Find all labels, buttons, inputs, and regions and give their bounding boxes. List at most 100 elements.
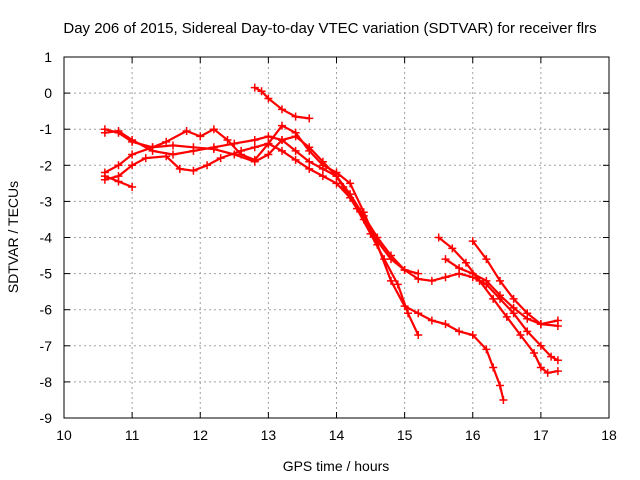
data-point-marker (553, 321, 562, 330)
y-tick-label: -2 (40, 157, 53, 173)
data-point-marker (203, 161, 212, 170)
data-point-marker (278, 136, 286, 145)
data-point-marker (223, 136, 232, 145)
data-point-marker (264, 94, 273, 103)
data-point-marker (148, 143, 157, 152)
data-point-marker (387, 255, 395, 264)
series-line (103, 142, 420, 275)
data-point-marker (536, 363, 545, 372)
grid (64, 57, 609, 418)
data-point-marker (400, 265, 409, 274)
data-point-marker (278, 105, 286, 114)
x-tick-label: 13 (261, 427, 277, 443)
data-point-marker (509, 303, 518, 312)
data-point-marker (461, 258, 470, 267)
data-point-marker (441, 255, 450, 264)
data-point-marker (332, 179, 341, 188)
data-point-marker (128, 137, 137, 146)
series-track-7 (434, 233, 562, 377)
x-tick-label: 15 (397, 427, 413, 443)
series-track-9 (441, 255, 562, 330)
data-point-marker (305, 146, 314, 155)
data-point-marker (305, 164, 314, 173)
x-tick-label: 14 (329, 427, 345, 443)
data-point-marker (250, 136, 259, 145)
data-point-marker (128, 182, 137, 191)
data-point-marker (318, 161, 327, 170)
series-line (253, 86, 311, 120)
y-tick-label: -4 (40, 230, 53, 246)
data-point-marker (359, 215, 368, 224)
data-point-marker (332, 168, 341, 177)
data-point-marker (455, 327, 464, 336)
x-tick-label: 11 (125, 427, 140, 443)
data-point-marker (216, 154, 225, 163)
y-tick-label: -1 (40, 121, 53, 137)
series-track-6 (250, 83, 314, 123)
data-point-marker (496, 381, 504, 390)
y-tick-label: 0 (44, 85, 52, 101)
data-point-marker (468, 330, 477, 339)
data-point-marker (543, 368, 552, 377)
data-point-marker (468, 269, 477, 278)
y-tick-label: -7 (40, 338, 53, 354)
data-point-marker (250, 143, 259, 152)
data-point-marker (209, 143, 218, 152)
data-point-marker (530, 349, 539, 358)
data-point-marker (499, 395, 508, 404)
data-point-marker (128, 161, 137, 170)
data-point-marker (414, 309, 423, 318)
series-track-5 (100, 172, 137, 191)
data-point-marker (482, 345, 491, 354)
data-point-marker (305, 157, 314, 166)
y-tick-label: -6 (40, 302, 53, 318)
data-point-marker (169, 150, 177, 159)
data-point-marker (257, 87, 266, 96)
data-point-marker (496, 291, 504, 300)
x-tick-label: 18 (601, 427, 617, 443)
data-point-marker (100, 125, 109, 134)
series-line (471, 240, 560, 326)
data-point-marker (162, 152, 171, 161)
data-point-marker (404, 309, 413, 318)
data-point-marker (441, 320, 450, 329)
data-point-marker (414, 269, 423, 278)
data-point-marker (509, 294, 518, 303)
data-point-marker (414, 330, 423, 339)
data-point-marker (387, 276, 395, 285)
data-point-marker (393, 280, 402, 289)
data-point-marker (291, 112, 300, 121)
series-line (437, 236, 560, 374)
data-point-marker (175, 164, 184, 173)
data-point-marker (278, 121, 286, 130)
series-layer (100, 83, 562, 404)
data-point-marker (427, 316, 436, 325)
y-axis-label: SDTVAR / TECUs (5, 181, 21, 293)
data-point-marker (114, 161, 123, 170)
data-point-marker (536, 341, 545, 350)
data-point-marker (264, 132, 273, 141)
data-point-marker (346, 193, 355, 202)
data-point-marker (189, 166, 198, 175)
data-point-marker (400, 302, 409, 311)
data-point-marker (523, 327, 532, 336)
data-point-marker (291, 155, 300, 164)
data-point-marker (305, 114, 314, 123)
data-point-marker (264, 150, 273, 159)
data-point-marker (427, 276, 436, 285)
data-point-marker (100, 172, 109, 181)
data-point-marker (468, 237, 477, 246)
data-point-marker (489, 363, 498, 372)
data-point-marker (441, 273, 450, 282)
y-tick-label: 1 (44, 49, 52, 65)
data-point-marker (114, 177, 123, 186)
data-point-marker (553, 367, 562, 376)
data-point-marker (482, 255, 491, 264)
data-point-marker (237, 146, 246, 155)
data-point-marker (291, 128, 300, 137)
y-tick-label: -9 (40, 410, 53, 426)
x-tick-label: 10 (56, 427, 72, 443)
data-point-marker (141, 154, 150, 163)
